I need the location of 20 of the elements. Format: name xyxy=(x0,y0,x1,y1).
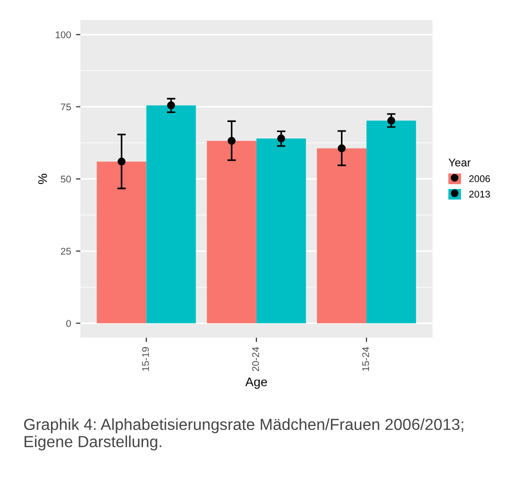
bar xyxy=(316,148,366,324)
x-tick-label: 20-24 xyxy=(252,346,260,372)
y-axis-title: % xyxy=(38,174,47,184)
legend-label: 2006 xyxy=(469,175,490,182)
y-tick-label: 100 xyxy=(56,31,71,38)
x-tick-label: 15-24 xyxy=(362,346,370,371)
bar xyxy=(366,120,416,324)
x-tick-label: 15-19 xyxy=(142,347,149,371)
y-tick-label: 75 xyxy=(60,104,71,110)
y-tick-label: 0 xyxy=(66,320,71,327)
bar xyxy=(146,105,196,324)
text: Graphik 4: Alphabetisierungsrate Mädchen/Frauen 2006/2013; Eigene Darstellung. xyxy=(24,418,464,450)
legend-title: Year xyxy=(448,158,471,166)
bar xyxy=(96,162,146,324)
y-tick-label: 25 xyxy=(60,248,71,255)
legend-label: 2013 xyxy=(469,190,490,198)
y-tick-label: 50 xyxy=(60,176,71,183)
bar xyxy=(256,138,306,324)
x-axis-title: Age xyxy=(245,378,267,389)
bar xyxy=(206,140,256,324)
